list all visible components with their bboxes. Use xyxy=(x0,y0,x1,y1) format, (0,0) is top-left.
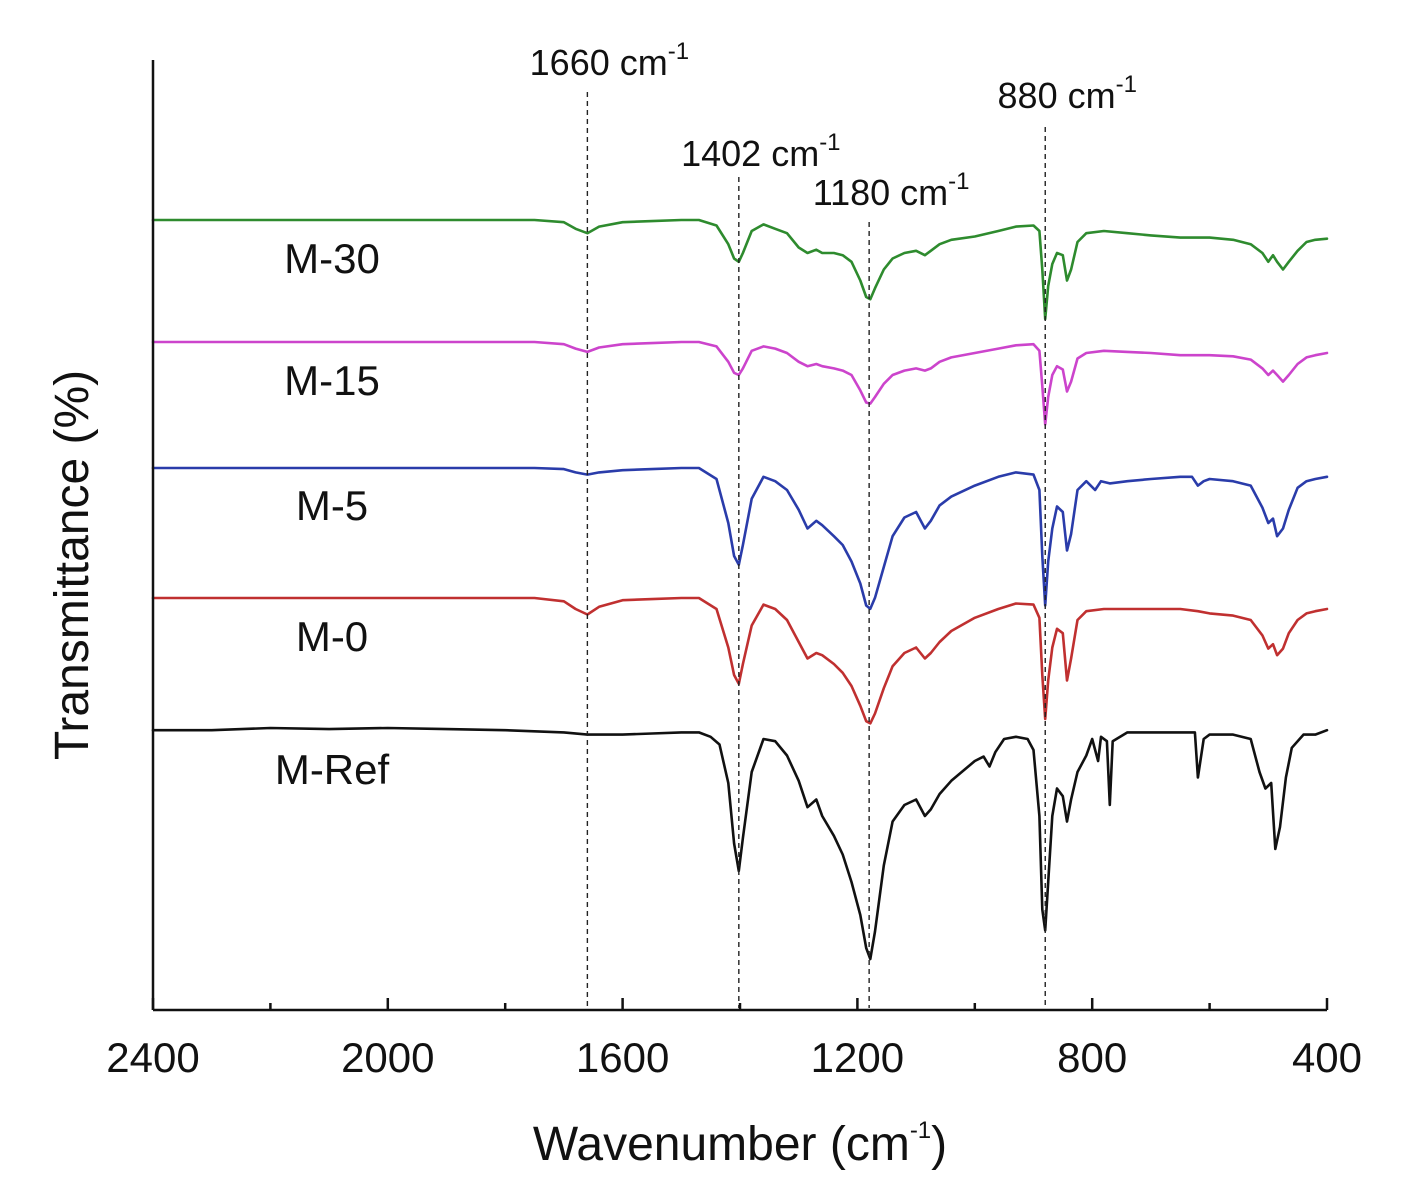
series-label-m-0: M-0 xyxy=(296,613,368,660)
series-line-m-0 xyxy=(151,596,1329,725)
series-label-m-30: M-30 xyxy=(284,235,380,282)
x-tick-label-2000: 2000 xyxy=(341,1034,434,1081)
marker-label-1180: 1180 cm-1 xyxy=(813,168,970,213)
x-ticks-layer: 2400 2000 1600 1200 800 400 xyxy=(106,998,1362,1081)
series-labels-layer: M-30 M-15 M-5 M-0 M-Ref xyxy=(275,235,390,793)
series-label-m-15: M-15 xyxy=(284,357,380,404)
series-line-m-15 xyxy=(151,340,1329,426)
series-line-m-5 xyxy=(151,466,1329,611)
x-axis-title: Wavenumber (cm-1) xyxy=(533,1117,947,1171)
x-tick-label-1600: 1600 xyxy=(576,1034,669,1081)
y-axis-title: Transmittance (%) xyxy=(46,370,99,760)
series-label-m-5: M-5 xyxy=(296,482,368,529)
x-tick-label-400: 400 xyxy=(1292,1034,1362,1081)
series-line-m-ref xyxy=(151,726,1329,961)
marker-label-1402: 1402 cm-1 xyxy=(681,129,840,174)
x-tick-label-800: 800 xyxy=(1057,1034,1127,1081)
x-tick-label-1200: 1200 xyxy=(811,1034,904,1081)
marker-label-880: 880 cm-1 xyxy=(998,71,1137,116)
spectra-layer xyxy=(151,218,1329,961)
x-tick-label-2400: 2400 xyxy=(106,1034,199,1081)
series-line-m-30 xyxy=(151,218,1329,321)
series-label-m-ref: M-Ref xyxy=(275,746,390,793)
marker-label-1660: 1660 cm-1 xyxy=(530,38,689,83)
